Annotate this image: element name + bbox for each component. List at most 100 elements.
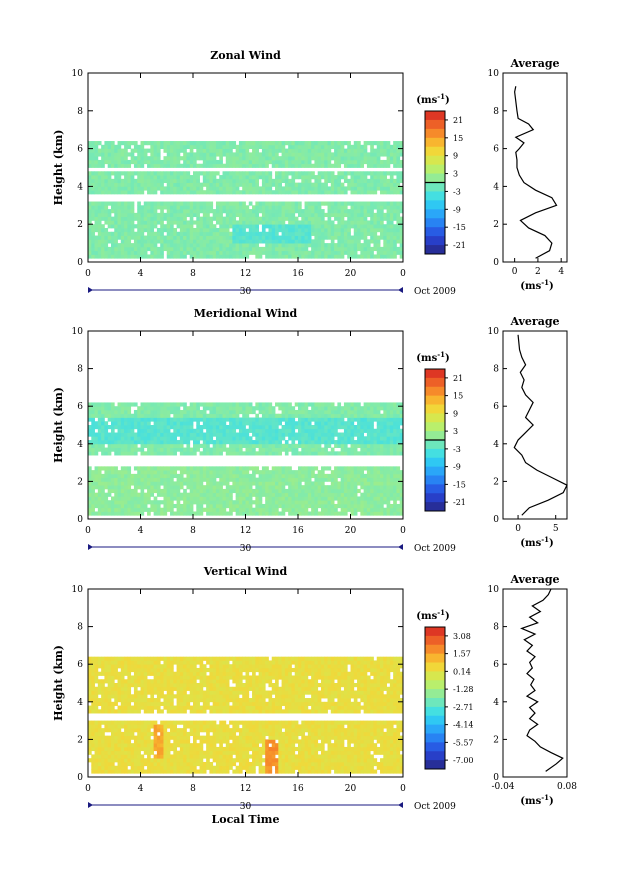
heatmap-cell bbox=[261, 492, 266, 497]
heatmap-cell bbox=[294, 492, 299, 497]
heatmap-cell bbox=[88, 425, 92, 430]
heatmap-cell bbox=[320, 227, 325, 233]
heatmap-cell bbox=[261, 485, 266, 490]
heatmap-cell bbox=[350, 201, 355, 206]
heatmap-cell bbox=[163, 205, 168, 210]
heatmap-cell bbox=[235, 503, 240, 509]
heatmap-cell bbox=[265, 470, 269, 475]
heatmap-cell bbox=[258, 250, 263, 255]
heatmap-cell bbox=[225, 144, 230, 149]
heatmap-cell bbox=[245, 443, 250, 448]
heatmap-cell bbox=[137, 152, 141, 157]
heatmap-cell bbox=[330, 156, 335, 161]
heatmap-cell bbox=[130, 503, 135, 509]
heatmap-cell bbox=[320, 144, 325, 149]
heatmap-cell bbox=[107, 485, 112, 490]
heatmap-cell bbox=[307, 209, 312, 214]
heatmap-cell bbox=[363, 231, 368, 236]
heatmap-cell bbox=[212, 409, 217, 415]
heatmap-cell bbox=[275, 466, 279, 471]
heatmap-cell bbox=[252, 451, 256, 456]
heatmap-cell bbox=[212, 451, 217, 456]
heatmap-cell bbox=[166, 402, 171, 407]
heatmap-cell bbox=[166, 163, 171, 168]
heatmap-cell bbox=[196, 231, 200, 236]
heatmap-cell bbox=[298, 159, 302, 165]
heatmap-cell bbox=[284, 496, 289, 501]
heatmap-cell bbox=[209, 201, 214, 206]
heatmap-cell bbox=[156, 254, 161, 259]
heatmap-cell bbox=[176, 421, 181, 426]
heatmap-cell bbox=[389, 466, 394, 471]
heatmap-cell bbox=[186, 156, 191, 161]
heatmap-cell bbox=[130, 224, 135, 229]
heatmap-cell bbox=[268, 481, 273, 486]
heatmap-cell bbox=[193, 235, 197, 240]
heatmap-cell bbox=[242, 205, 246, 210]
heatmap-cell bbox=[317, 432, 322, 437]
heatmap-cell bbox=[222, 141, 227, 146]
heatmap-cell bbox=[219, 239, 223, 244]
heatmap-cell bbox=[130, 171, 135, 176]
heatmap-cell bbox=[176, 231, 181, 236]
heatmap-cell bbox=[324, 413, 328, 418]
heatmap-cell bbox=[255, 425, 260, 430]
heatmap-cell bbox=[278, 500, 282, 505]
heatmap-cell bbox=[114, 231, 118, 236]
heatmap-cell bbox=[314, 432, 319, 437]
heatmap-cell bbox=[258, 406, 263, 411]
heatmap-cell bbox=[143, 481, 148, 486]
heatmap-cell bbox=[232, 227, 237, 233]
heatmap-cell bbox=[343, 178, 348, 184]
heatmap-cell bbox=[193, 402, 197, 407]
heatmap-cell bbox=[147, 451, 151, 456]
heatmap-cell bbox=[117, 477, 122, 482]
heatmap-cell bbox=[343, 402, 348, 407]
heatmap-cell bbox=[350, 436, 355, 441]
heatmap-cell bbox=[343, 473, 348, 479]
heatmap-cell bbox=[117, 503, 122, 509]
heatmap-cell bbox=[94, 500, 99, 505]
heatmap-cell bbox=[343, 409, 348, 415]
heatmap-cell bbox=[383, 436, 387, 441]
heatmap-cell bbox=[245, 485, 250, 490]
heatmap-cell bbox=[215, 190, 220, 195]
heatmap-cell bbox=[147, 417, 151, 422]
heatmap-cell bbox=[320, 436, 325, 441]
heatmap-cell bbox=[357, 171, 361, 176]
heatmap-cell bbox=[104, 212, 109, 218]
heatmap-cell bbox=[317, 485, 322, 490]
heatmap-cell bbox=[229, 163, 233, 168]
heatmap-cell bbox=[193, 178, 197, 184]
heatmap-cell bbox=[291, 507, 296, 512]
heatmap-cell bbox=[298, 227, 302, 233]
heatmap-cell bbox=[97, 409, 102, 415]
heatmap-cell bbox=[337, 144, 342, 149]
heatmap-cell bbox=[163, 417, 168, 422]
heatmap-cell bbox=[245, 421, 250, 426]
heatmap-cell bbox=[196, 477, 200, 482]
heatmap-cell bbox=[370, 205, 374, 210]
heatmap-cell bbox=[173, 421, 177, 426]
heatmap-cell bbox=[370, 141, 374, 146]
heatmap-cell bbox=[88, 451, 92, 456]
heatmap-cell bbox=[324, 141, 328, 146]
heatmap-cell bbox=[271, 250, 276, 255]
heatmap-cell bbox=[317, 500, 322, 505]
heatmap-cell bbox=[301, 182, 305, 187]
heatmap-cell bbox=[301, 503, 305, 509]
heatmap-cell bbox=[350, 152, 355, 157]
heatmap-cell bbox=[353, 231, 358, 236]
heatmap-cell bbox=[389, 224, 394, 229]
heatmap-cell bbox=[284, 409, 289, 415]
heatmap-cell bbox=[140, 485, 145, 490]
heatmap-cell bbox=[215, 481, 220, 486]
heatmap-cell bbox=[265, 209, 269, 214]
heatmap-cell bbox=[314, 246, 319, 252]
heatmap-cell bbox=[91, 481, 95, 486]
heatmap-cell bbox=[179, 178, 184, 184]
heatmap-cell bbox=[150, 156, 155, 161]
heatmap-cell bbox=[307, 182, 312, 187]
heatmap-cell bbox=[376, 507, 381, 512]
heatmap-cell bbox=[225, 492, 230, 497]
